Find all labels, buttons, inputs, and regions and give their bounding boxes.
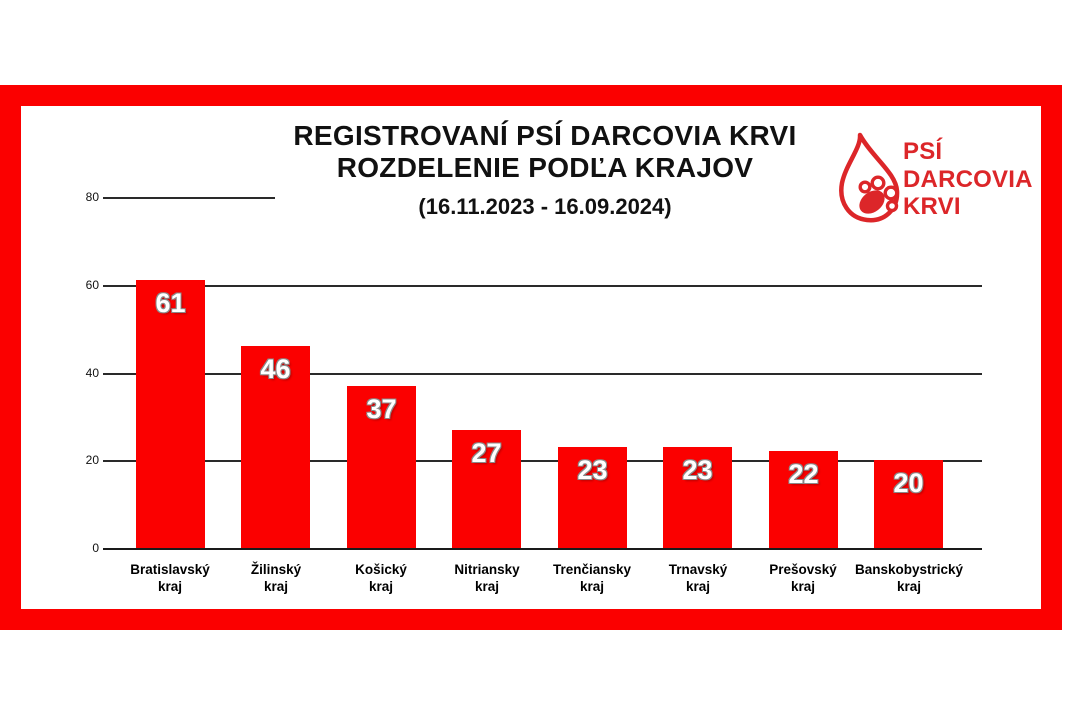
x-tick-label-7: Prešovský kraj: [738, 562, 868, 595]
x-tick-label-6: Trnavský kraj: [633, 562, 763, 595]
bar-2: [241, 346, 310, 548]
x-tick-label-3: Košický kraj: [316, 562, 446, 595]
gridline-20: [103, 460, 982, 462]
y-tick-label-40: 40: [85, 366, 99, 380]
x-tick-label-line2: kraj: [896, 578, 922, 594]
chart-title-line-2: ROZDELENIE PODĽA KRAJOV: [336, 152, 754, 183]
logo-word-2: DARCOVIA: [903, 165, 1033, 193]
poster-frame: [0, 85, 1062, 630]
x-tick-label-line2: kraj: [685, 578, 711, 594]
chart-title-block: REGISTROVANÍ PSÍ DARCOVIA KRVI ROZDELENI…: [175, 120, 915, 220]
x-tick-label-1: Bratislavský kraj: [105, 562, 235, 595]
x-tick-label-8: Banskobystrický kraj: [844, 562, 974, 595]
bar-6: [663, 447, 732, 548]
logo-wordmark: PSÍ DARCOVIA KRVI: [903, 138, 1033, 221]
chart-title-line-1: REGISTROVANÍ PSÍ DARCOVIA KRVI: [293, 120, 797, 151]
x-tick-label-line1: Banskobystrický: [854, 562, 964, 577]
x-tick-label-line1: Bratislavský: [130, 562, 210, 577]
gridline-40: [103, 373, 982, 375]
x-tick-label-line1: Košický: [355, 562, 407, 577]
logo: PSÍ DARCOVIA KRVI: [835, 128, 1045, 228]
x-tick-label-5: Trenčiansky kraj: [527, 562, 657, 595]
bar-3: [347, 386, 416, 548]
x-tick-label-line2: kraj: [579, 578, 605, 594]
x-tick-label-line1: Trnavský: [668, 562, 728, 577]
bar-value-6: 23: [682, 455, 713, 485]
blood-drop-paw-icon: [839, 132, 900, 223]
x-tick-label-line2: kraj: [263, 578, 289, 594]
x-tick-label-line1: Žilinský: [250, 562, 302, 577]
bar-4: [452, 430, 521, 548]
x-tick-label-2: Žilinský kraj: [211, 562, 341, 595]
gridline-80: [103, 197, 275, 199]
y-tick-label-0: 0: [92, 541, 99, 555]
x-tick-label-4: Nitriansky kraj: [422, 562, 552, 595]
bar-value-3: 37: [366, 394, 397, 424]
x-tick-label-line1: Nitriansky: [454, 562, 520, 577]
bar-value-8: 20: [893, 468, 924, 498]
bar-8: [874, 460, 943, 548]
y-tick-label-60: 60: [85, 278, 99, 292]
x-tick-label-line2: kraj: [790, 578, 816, 594]
x-tick-label-line1: Prešovský: [769, 562, 837, 577]
bar-value-7: 22: [788, 459, 819, 489]
bar-1: [136, 280, 205, 548]
bar-value-4: 27: [471, 438, 502, 468]
x-tick-label-line2: kraj: [474, 578, 500, 594]
x-tick-label-line2: kraj: [368, 578, 394, 594]
y-tick-label-20: 20: [85, 453, 99, 467]
logo-word-1: PSÍ: [903, 138, 943, 165]
bar-value-2: 46: [260, 354, 291, 384]
y-tick-label-80: 80: [85, 190, 99, 204]
logo-word-3: KRVI: [903, 193, 961, 220]
gridline-0: [103, 548, 982, 550]
bar-7: [769, 451, 838, 548]
bar-value-5: 23: [577, 455, 608, 485]
bar-5: [558, 447, 627, 548]
gridline-60: [103, 285, 982, 287]
x-tick-label-line1: Trenčiansky: [552, 562, 632, 577]
x-tick-label-line2: kraj: [157, 578, 183, 594]
chart-date-range: (16.11.2023 - 16.09.2024): [418, 194, 672, 219]
bar-value-1: 61: [155, 288, 186, 318]
